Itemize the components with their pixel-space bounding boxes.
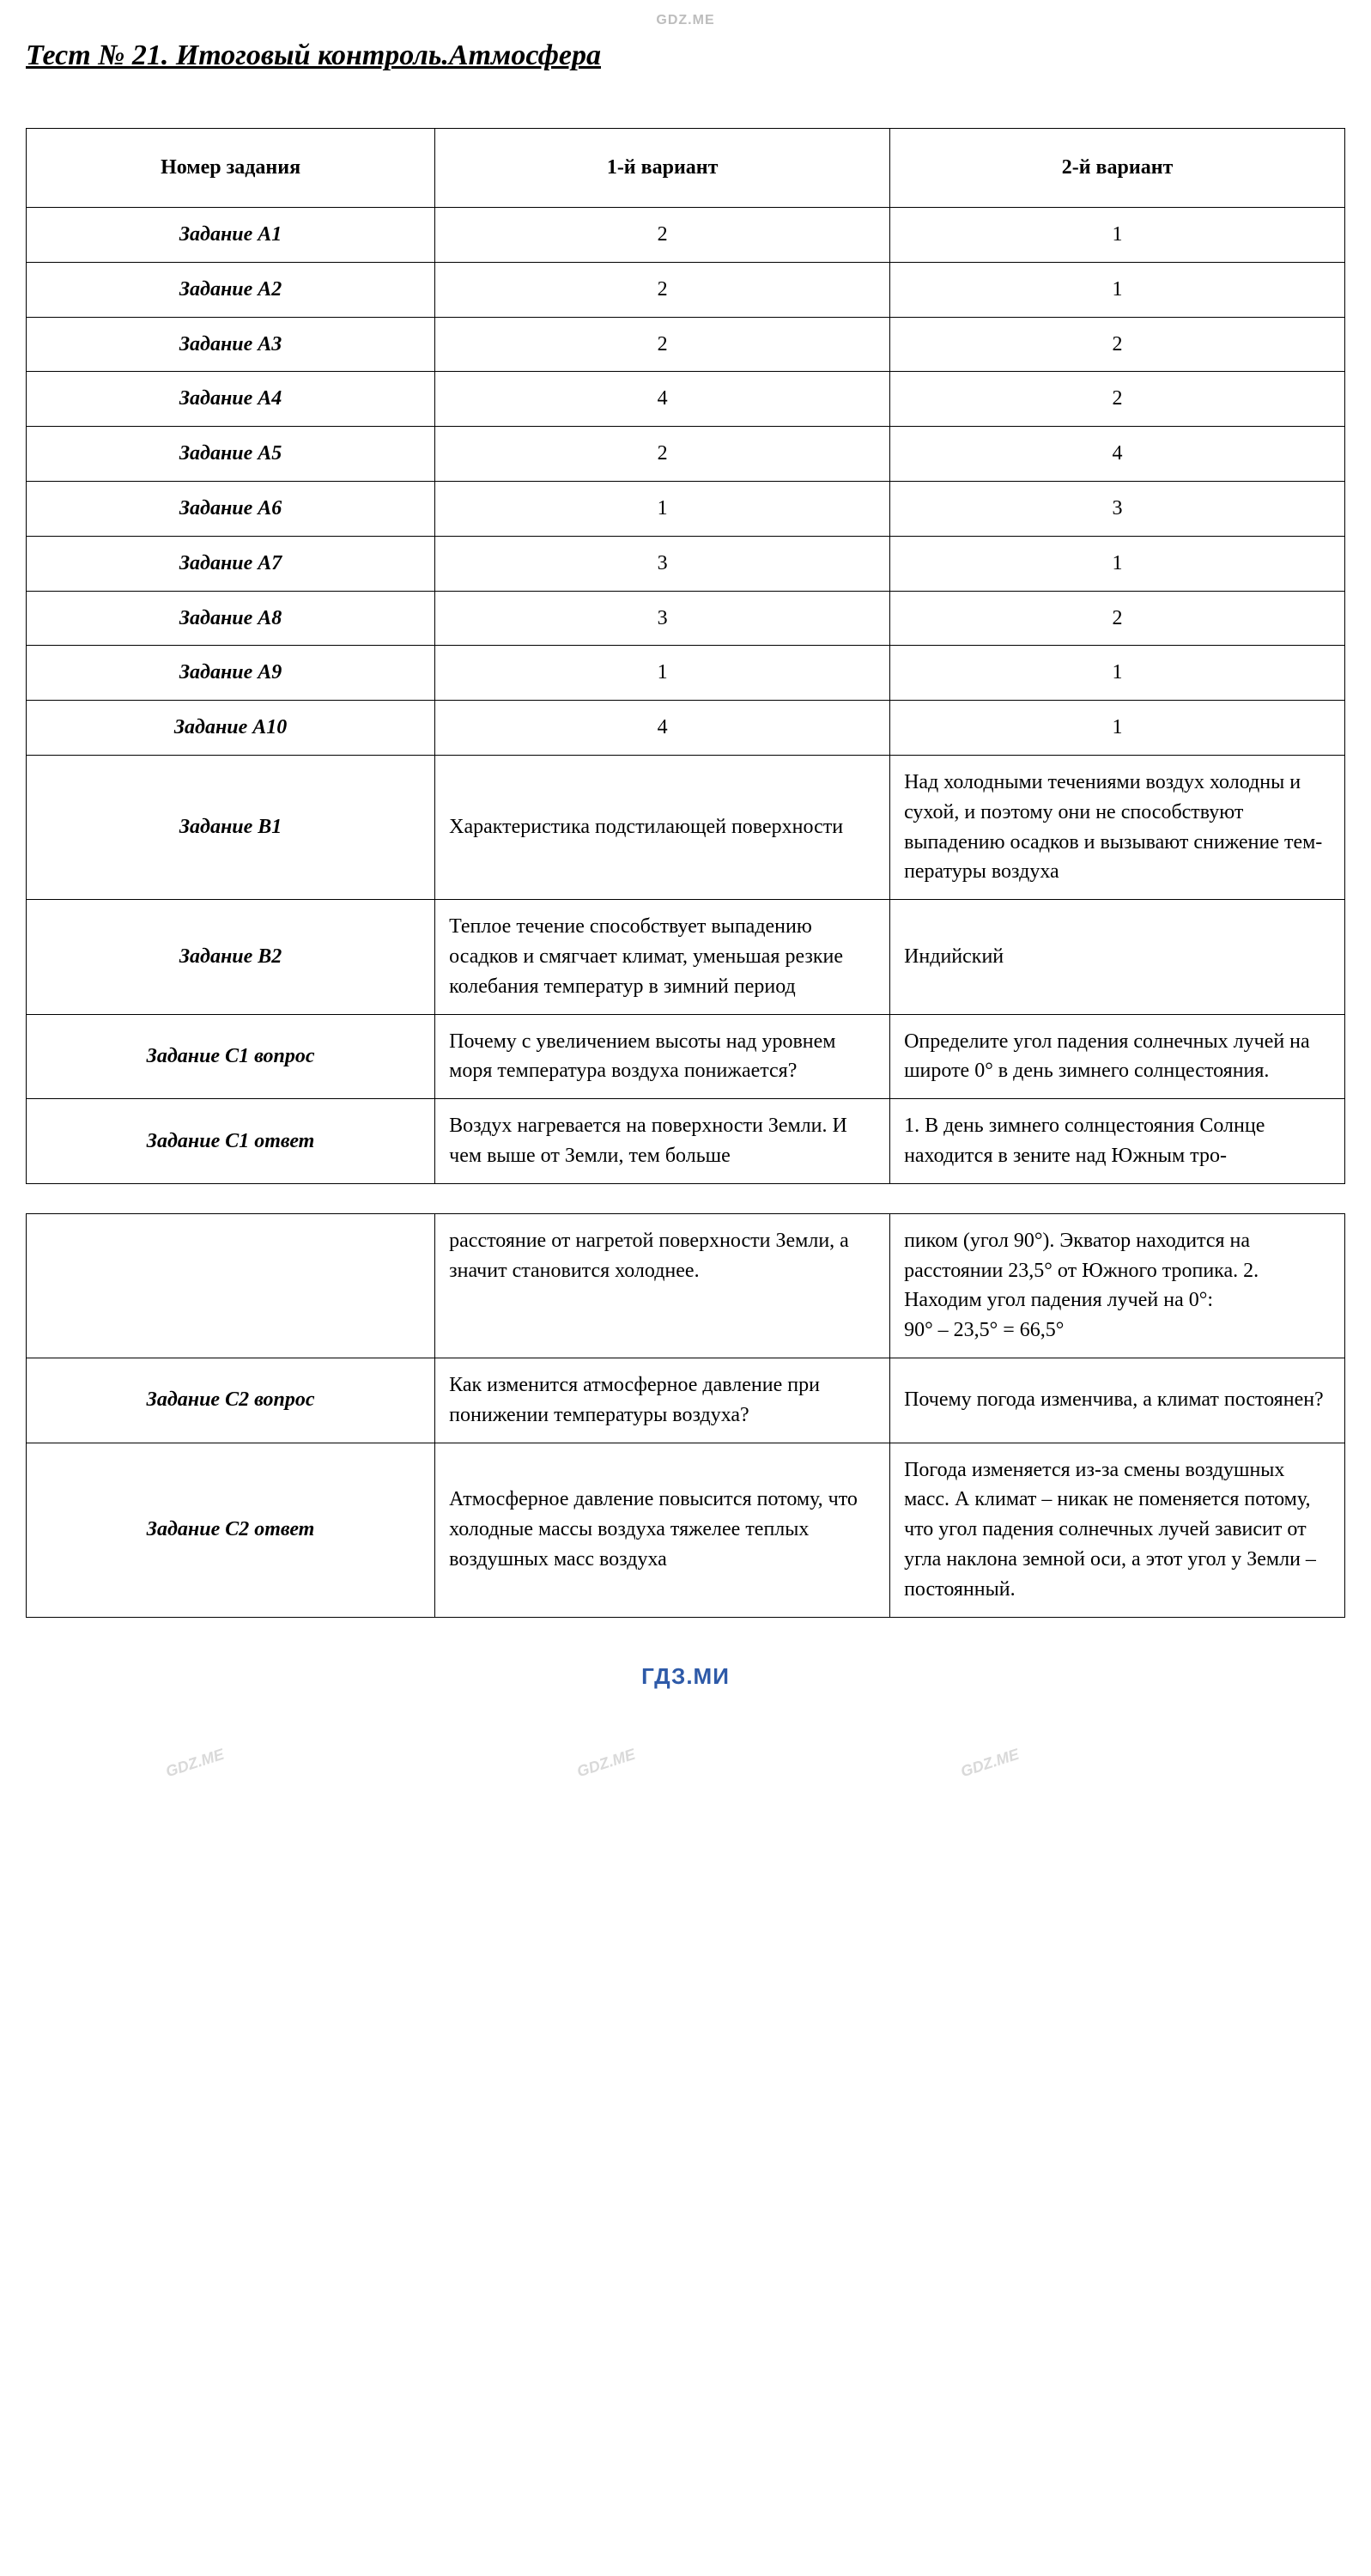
watermark-inline: GDZ.ME — [573, 1743, 638, 1783]
answer-v2: 1 — [890, 208, 1345, 263]
task-label: Задание С2 ответ — [27, 1443, 435, 1617]
answers-table-bottom: расстояние от нагретой по­верхности Земл… — [26, 1213, 1345, 1618]
answer-v1: 4 — [435, 372, 890, 427]
watermark-top: GDZ.ME — [656, 10, 714, 30]
answer-v1: Атмосферное давление по­высится потому, … — [435, 1443, 890, 1617]
task-label: Задание В2 — [27, 900, 435, 1014]
answer-v1: Теплое течение способ­ствует выпадению о… — [435, 900, 890, 1014]
table-gap — [26, 1184, 1345, 1213]
answer-v1: 2 — [435, 317, 890, 372]
answer-v2: 1 — [890, 646, 1345, 701]
answer-v2: 3 — [890, 482, 1345, 537]
answer-v2: 2 — [890, 372, 1345, 427]
task-label: Задание А7 — [27, 536, 435, 591]
table-row: Задание А121 — [27, 208, 1345, 263]
task-label: Задание С2 вопрос — [27, 1358, 435, 1443]
table-row: Задание А524 — [27, 427, 1345, 482]
answer-v1: Как изменится атмосфер­ное давление при … — [435, 1358, 890, 1443]
table-row: Задание С2 вопрос Как изменится атмосфер… — [27, 1358, 1345, 1443]
answer-v1: 2 — [435, 427, 890, 482]
table-row: Задание А322 — [27, 317, 1345, 372]
page-title: Тест № 21. Итоговый контроль.Атмосфера — [26, 34, 1345, 76]
answer-v2: 1 — [890, 262, 1345, 317]
answers-table-top: Номер задания 1-й вариант 2-й вариант За… — [26, 128, 1345, 1184]
task-label: Задание В1 — [27, 756, 435, 900]
table-row: Задание А613 — [27, 482, 1345, 537]
answer-v2: Определите угол падения солнечных лучей … — [890, 1014, 1345, 1099]
table-row: Задание В1 Характеристика подстила­ющей … — [27, 756, 1345, 900]
answer-v2: 4 — [890, 427, 1345, 482]
header-task: Номер задания — [27, 129, 435, 208]
task-label: Задание А9 — [27, 646, 435, 701]
answer-v1: 2 — [435, 208, 890, 263]
watermark-inline: GDZ.ME — [162, 1743, 227, 1783]
answer-v1: Воздух нагревается на по­верхности Земли… — [435, 1099, 890, 1184]
answer-v2: Над холодными течениями воздух холодны и… — [890, 756, 1345, 900]
answer-v2: 1 — [890, 701, 1345, 756]
answer-v2: Почему погода изменчива, а климат постоя… — [890, 1358, 1345, 1443]
answer-v1: 1 — [435, 646, 890, 701]
answer-v2: пиком (угол 90°). Экватор находится на р… — [890, 1213, 1345, 1358]
answer-v1: 3 — [435, 536, 890, 591]
task-label: Задание А1 — [27, 208, 435, 263]
table-row: Задание С1 ответ Воздух нагревается на п… — [27, 1099, 1345, 1184]
task-label: Задание А6 — [27, 482, 435, 537]
task-label: Задание А2 — [27, 262, 435, 317]
answer-v2: Индийский — [890, 900, 1345, 1014]
answer-v1: 2 — [435, 262, 890, 317]
answer-v1: 1 — [435, 482, 890, 537]
table-row: Задание А911 — [27, 646, 1345, 701]
task-label: Задание А8 — [27, 591, 435, 646]
table-row: Задание А731 — [27, 536, 1345, 591]
answer-v1: расстояние от нагретой по­верхности Земл… — [435, 1213, 890, 1358]
table-row: Задание С2 ответ Атмосферное давление по… — [27, 1443, 1345, 1617]
table-row: расстояние от нагретой по­верхности Земл… — [27, 1213, 1345, 1358]
task-label: Задание А10 — [27, 701, 435, 756]
table-row: Задание А221 — [27, 262, 1345, 317]
answer-v2: 1. В день зимнего солнце­стояния Солнце … — [890, 1099, 1345, 1184]
answer-v1: 4 — [435, 701, 890, 756]
header-variant1: 1-й вариант — [435, 129, 890, 208]
answer-v2: 2 — [890, 317, 1345, 372]
task-label: Задание А4 — [27, 372, 435, 427]
answer-v2: Погода изменяется из-за смены воздушных … — [890, 1443, 1345, 1617]
table-header-row: Номер задания 1-й вариант 2-й вариант — [27, 129, 1345, 208]
table-row: Задание А832 — [27, 591, 1345, 646]
table-row: Задание В2 Теплое течение способ­ствует … — [27, 900, 1345, 1014]
task-label: Задание А5 — [27, 427, 435, 482]
answer-v1: Почему с увеличением вы­соты над уровнем… — [435, 1014, 890, 1099]
task-label: Задание А3 — [27, 317, 435, 372]
task-label: Задание С1 вопрос — [27, 1014, 435, 1099]
answer-v2: 2 — [890, 591, 1345, 646]
task-label: Задание С1 ответ — [27, 1099, 435, 1184]
table-row: Задание А1041 — [27, 701, 1345, 756]
answer-v1: 3 — [435, 591, 890, 646]
answer-v1: Характеристика подстила­ющей поверхности — [435, 756, 890, 900]
answer-v2: 1 — [890, 536, 1345, 591]
task-label — [27, 1213, 435, 1358]
table-row: Задание А442 — [27, 372, 1345, 427]
watermark-inline: GDZ.ME — [958, 1743, 1022, 1783]
footer-watermark: ГДЗ.МИ — [26, 1661, 1345, 1693]
header-variant2: 2-й вариант — [890, 129, 1345, 208]
table-row: Задание С1 вопрос Почему с увеличением в… — [27, 1014, 1345, 1099]
